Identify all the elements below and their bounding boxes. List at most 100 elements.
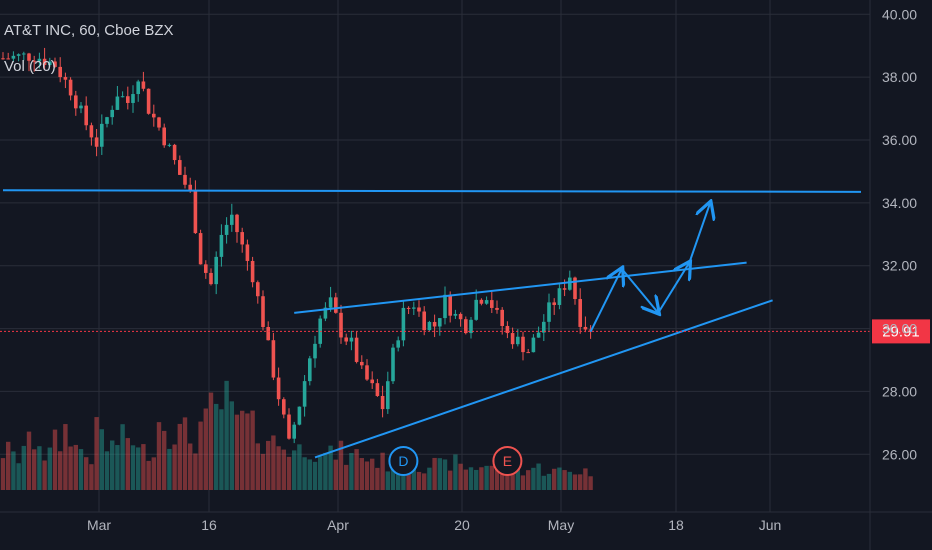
candle-body [79,105,83,109]
volume-bar [224,380,229,490]
volume-bar [338,440,344,490]
candle-body [334,297,338,313]
volume-bar [37,446,42,490]
x-tick-label: May [548,517,574,533]
volume-bar [130,445,136,490]
candle-body [37,58,42,62]
candlesticks [1,47,593,444]
volume-bar [32,449,37,490]
volume-bar [557,467,562,490]
candle-body [375,383,380,396]
volume-bar [552,468,557,490]
candle-body [490,300,494,308]
candle-body [214,256,218,285]
volume-bar [505,463,510,490]
volume-bar [266,440,271,490]
candle-body [479,299,484,304]
candle-body [162,127,166,146]
candle-body [339,312,343,338]
volume-bar [515,463,520,490]
volume-bar [198,421,203,490]
volume-bar [208,392,214,490]
volume-bar [375,467,380,490]
volume-bar [370,458,375,490]
candle-body [448,294,452,316]
candle-body [224,224,229,235]
candle-body [131,94,135,103]
symbol-legend[interactable]: AT&T INC, 60, Cboe BZX [4,22,174,39]
volume-bar [115,445,120,490]
volume-bar [240,410,245,490]
volume-bar [271,435,276,490]
volume-bar [214,403,219,490]
volume-bar [385,471,390,490]
volume-bar [312,461,318,490]
volume-bar [297,444,302,490]
volume-bar [500,472,505,490]
event-label-D: D [398,453,408,469]
volume-bar [349,453,354,490]
grid [0,0,870,512]
y-tick-label: 38.00 [882,69,917,85]
candle-body [245,244,250,261]
candle-body [204,264,208,273]
volume-bar [110,440,115,490]
volume-bar [234,414,240,490]
volume-bar [6,441,11,490]
candle-body [193,190,198,234]
candle-body [6,58,10,60]
candle-body [209,272,213,285]
volume-bar [448,470,453,490]
candle-body [469,319,473,334]
candle-body [16,54,21,56]
forecast-arrow-1 [621,268,658,313]
x-tick-label: Apr [327,517,349,533]
volume-bar [219,409,224,490]
candle-body [68,79,73,96]
candle-body [510,333,515,345]
volume-bar [188,443,193,490]
candle-body [115,96,120,110]
candle-body [354,337,359,362]
x-tick-label: 16 [201,517,217,533]
volume-bar [468,467,474,490]
volume-bar [572,474,578,490]
candle-body [297,406,302,425]
volume-bar [52,429,58,490]
volume-legend[interactable]: Vol (20) [4,58,56,75]
candle-body [261,296,265,327]
candle-body [396,340,400,348]
volume-bars [0,380,593,490]
candle-body [219,234,224,257]
candle-body [89,125,94,138]
volume-bar [318,456,323,490]
candle-body [287,414,291,439]
volume-bar [588,476,593,490]
candle-body [84,105,88,126]
volume-bar [245,413,250,490]
candle-body [453,313,458,316]
candle-body [521,336,525,353]
candle-body [172,144,177,161]
x-tick-label: Mar [87,517,111,533]
volume-bar [333,459,338,490]
event-label-E: E [503,453,512,469]
volume-bar [203,408,208,490]
candle-body [495,307,499,310]
trend-drawings [2,189,862,459]
volume-bar [380,452,385,490]
candle-body [94,137,99,147]
candle-body [1,58,5,60]
volume-bar [0,458,6,490]
volume-bar [260,453,266,490]
candle-body [328,297,333,308]
volume-bar [182,417,188,490]
volume-bar [47,447,52,490]
wedge-upper [294,261,747,314]
volume-bar [141,444,146,490]
candle-body [157,117,161,128]
candle-body [360,361,364,366]
